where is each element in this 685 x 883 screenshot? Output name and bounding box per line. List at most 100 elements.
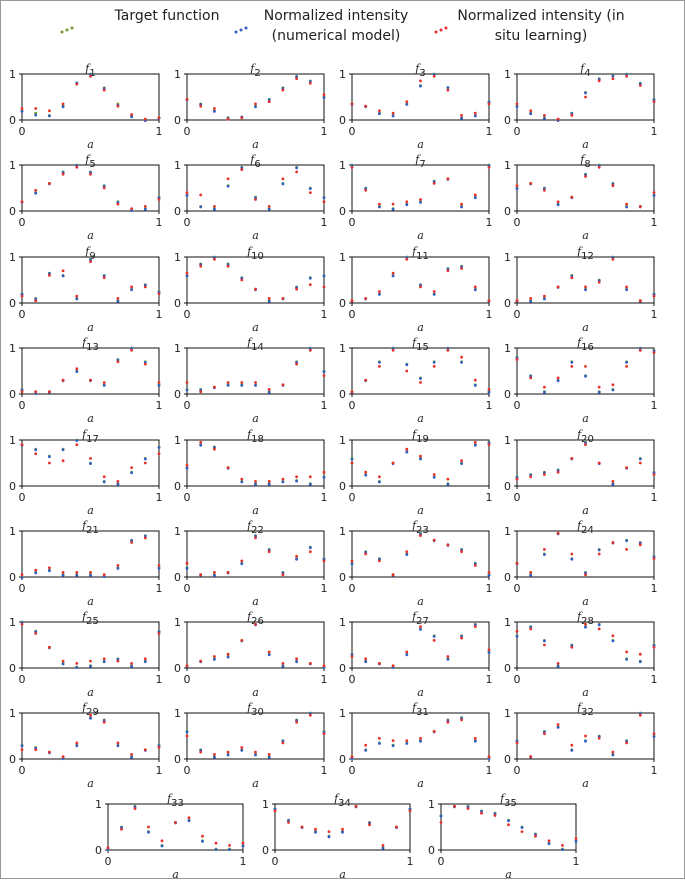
legend-entry: Normalized intensity (numerical model) bbox=[264, 8, 409, 44]
data-point bbox=[543, 548, 546, 551]
x-tick-label: 0 bbox=[349, 582, 356, 595]
data-point bbox=[75, 297, 79, 301]
data-point bbox=[611, 74, 615, 78]
data-point bbox=[446, 177, 450, 181]
data-point bbox=[556, 662, 560, 665]
data-point bbox=[308, 475, 312, 479]
data-point bbox=[350, 755, 354, 759]
data-point bbox=[543, 390, 546, 394]
data-point bbox=[368, 823, 371, 827]
data-point bbox=[213, 753, 216, 756]
data-point bbox=[75, 662, 79, 665]
x-tick-label: 0 bbox=[19, 673, 26, 686]
data-point bbox=[281, 88, 285, 92]
y-tick-label: 0 bbox=[174, 480, 181, 493]
data-point bbox=[473, 564, 477, 567]
data-point bbox=[638, 652, 642, 656]
title-subscript: 18 bbox=[251, 434, 264, 445]
data-point bbox=[281, 477, 285, 481]
x-axis-label: a bbox=[582, 138, 589, 151]
data-point bbox=[226, 753, 230, 757]
data-point bbox=[584, 573, 587, 577]
panel-title: f32 bbox=[576, 701, 594, 718]
x-tick-label: 0 bbox=[184, 125, 191, 138]
y-tick-label: 1 bbox=[504, 251, 511, 264]
x-tick-label: 0 bbox=[19, 491, 26, 504]
plot-frame bbox=[351, 164, 490, 212]
data-point bbox=[199, 750, 203, 754]
data-point bbox=[327, 835, 331, 839]
panel-title: f16 bbox=[576, 336, 594, 353]
y-tick-label: 1 bbox=[174, 159, 181, 172]
x-tick-label: 1 bbox=[321, 491, 328, 504]
data-point bbox=[529, 182, 533, 185]
x-tick-label: 1 bbox=[321, 308, 328, 321]
data-point bbox=[556, 726, 560, 729]
title-subscript: 26 bbox=[251, 616, 264, 627]
data-point bbox=[391, 111, 395, 115]
data-point bbox=[364, 188, 368, 192]
data-point bbox=[157, 446, 161, 449]
y-tick-label: 1 bbox=[504, 434, 511, 447]
data-point bbox=[20, 107, 24, 110]
panel-title: f9 bbox=[84, 245, 95, 262]
data-point bbox=[322, 664, 326, 668]
data-point bbox=[120, 827, 123, 831]
panel-title: f10 bbox=[246, 245, 264, 262]
data-point bbox=[143, 285, 147, 289]
x-tick-label: 0 bbox=[184, 491, 191, 504]
data-point bbox=[350, 655, 354, 658]
data-point bbox=[391, 739, 395, 742]
data-point bbox=[213, 655, 216, 658]
data-point bbox=[116, 741, 120, 745]
plot-frame bbox=[351, 73, 490, 121]
panel-title: f29 bbox=[81, 701, 99, 718]
data-point bbox=[295, 557, 298, 561]
y-tick-label: 0 bbox=[504, 480, 511, 493]
data-point bbox=[391, 114, 395, 118]
data-point bbox=[584, 95, 587, 99]
title-symbol: f bbox=[246, 245, 253, 258]
data-point bbox=[611, 750, 615, 754]
y-tick-label: 1 bbox=[504, 525, 511, 538]
data-point bbox=[529, 475, 533, 479]
data-point bbox=[267, 480, 271, 483]
x-tick-label: 0 bbox=[349, 673, 356, 686]
x-tick-label: 1 bbox=[486, 673, 493, 686]
x-axis-label: a bbox=[417, 412, 424, 425]
title-symbol: f bbox=[81, 610, 88, 623]
title-subscript: 21 bbox=[86, 525, 99, 536]
x-tick-label: 1 bbox=[486, 582, 493, 595]
data-point bbox=[364, 297, 368, 300]
data-point bbox=[341, 830, 344, 834]
data-point bbox=[473, 739, 477, 743]
x-axis-label: a bbox=[87, 686, 94, 699]
data-point bbox=[378, 742, 381, 745]
data-point bbox=[185, 388, 189, 392]
data-point bbox=[157, 292, 161, 296]
data-point bbox=[295, 77, 298, 80]
data-point bbox=[61, 269, 65, 273]
data-point bbox=[652, 473, 656, 476]
data-point bbox=[89, 571, 92, 574]
data-point bbox=[507, 819, 510, 823]
data-point bbox=[391, 348, 395, 352]
data-point bbox=[625, 74, 628, 78]
x-tick-label: 1 bbox=[651, 673, 658, 686]
legend-marker bbox=[439, 28, 443, 32]
data-point bbox=[89, 457, 92, 460]
data-point bbox=[34, 299, 38, 303]
data-point bbox=[143, 657, 147, 661]
x-tick-label: 0 bbox=[349, 308, 356, 321]
data-point bbox=[240, 749, 244, 752]
y-tick-label: 0 bbox=[174, 571, 181, 584]
data-point bbox=[350, 559, 354, 563]
title-subscript: 32 bbox=[581, 707, 594, 718]
data-point bbox=[102, 573, 106, 577]
data-point bbox=[419, 285, 422, 289]
data-point bbox=[432, 635, 436, 638]
data-point bbox=[75, 439, 79, 442]
x-axis-label: a bbox=[87, 595, 94, 608]
data-point bbox=[419, 534, 422, 537]
data-point bbox=[446, 88, 450, 92]
